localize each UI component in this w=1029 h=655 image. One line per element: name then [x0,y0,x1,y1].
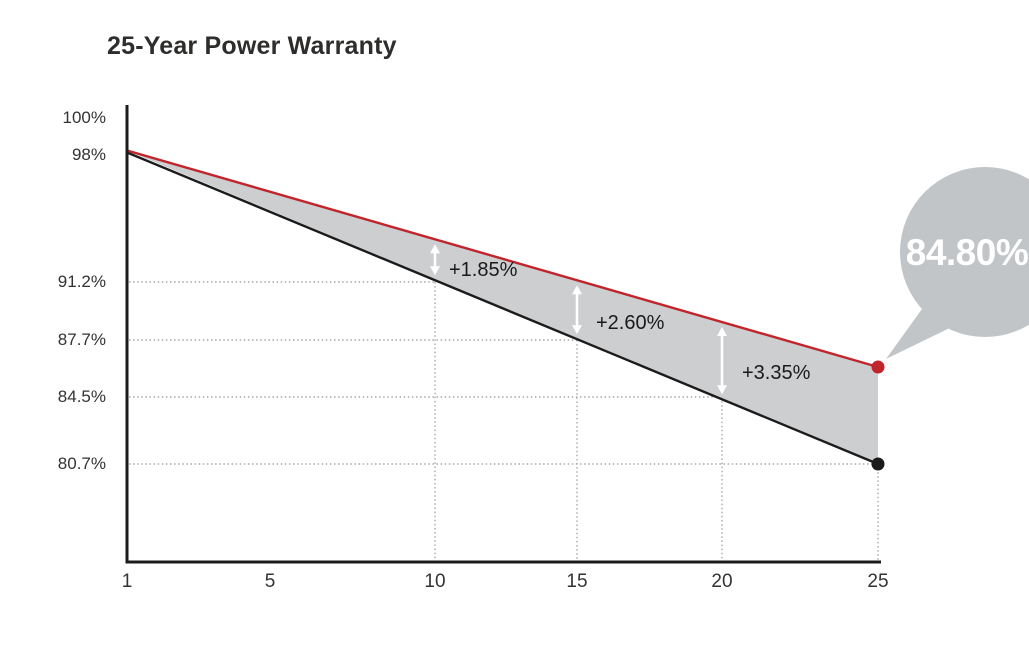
delta-annotation: +3.35% [742,362,811,384]
delta-annotation: +2.60% [596,312,665,334]
x-axis-tick-label: 10 [424,571,446,592]
y-axis-tick-label: 100% [62,108,106,127]
x-axis-tick-label: 20 [711,571,733,592]
y-axis-tick-label: 87.7% [57,330,106,349]
y-axis-tick-label: 91.2% [57,272,106,291]
x-axis-tick-label: 5 [264,571,276,592]
delta-annotation: +1.85% [449,259,518,281]
y-axis-tick-label: 80.7% [57,454,106,473]
y-axis-tick-label: 98% [71,145,106,164]
x-axis-tick-label: 15 [566,571,588,592]
chart-title: 25-Year Power Warranty [107,32,397,60]
x-axis-tick-label: 25 [867,571,889,592]
x-axis-tick-label: 1 [121,571,133,592]
y-axis-tick-label: 84.5% [57,387,106,406]
callout-bubble-label: 84.80% [905,232,1029,273]
